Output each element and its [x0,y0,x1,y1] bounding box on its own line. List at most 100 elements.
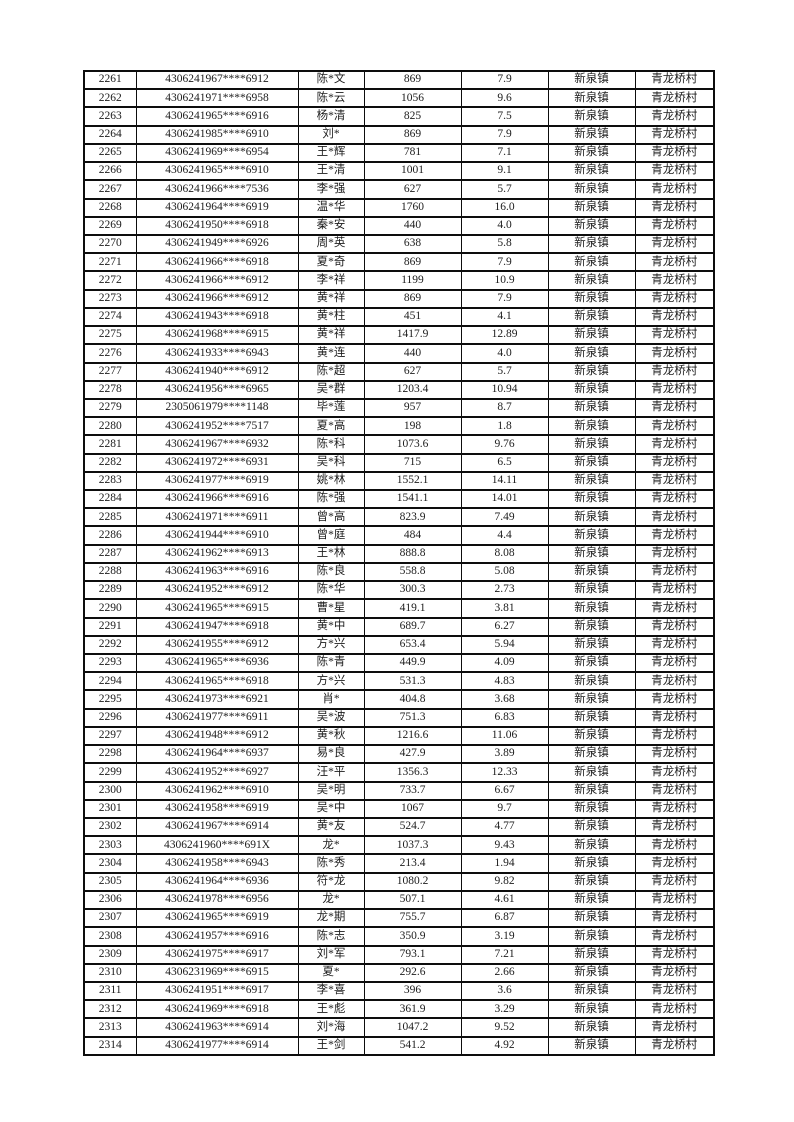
table-row: 2294 4306241965****6918 方*兴 531.3 4.83 新泉镇 青龙桥… [83,671,715,692]
cell-amount: 1067 [363,798,462,819]
cell-value: 7.9 [460,288,549,309]
cell-seq: 2294 [83,671,137,692]
cell-name: 李*强 [297,179,365,200]
cell-seq: 2281 [83,434,137,455]
cell-id: 4306241964****6919 [135,197,299,218]
cell-value: 6.27 [460,616,549,637]
cell-town: 新泉镇 [547,1017,636,1038]
cell-value: 7.9 [460,69,549,91]
cell-amount: 653.4 [363,634,462,656]
cell-village: 青龙桥村 [634,361,715,382]
cell-town: 新泉镇 [547,871,636,892]
cell-village: 青龙桥村 [634,744,715,765]
cell-village: 青龙桥村 [634,980,715,1002]
table-row: 2288 4306241963****6916 陈*良 558.8 5.08 新泉镇 青龙桥… [83,561,715,583]
cell-value: 4.0 [460,215,549,236]
cell-name: 黄*祥 [297,288,365,309]
table-row: 2262 4306241971****6958 陈*云 1056 9.6 新泉镇 青龙桥村 [83,88,715,109]
cell-seq: 2304 [83,853,137,874]
cell-amount: 198 [363,416,462,437]
cell-village: 青龙桥村 [634,908,715,929]
table-row: 2292 4306241955****6912 方*兴 653.4 5.94 新泉镇 青龙桥… [83,634,715,656]
cell-town: 新泉镇 [547,325,636,346]
table-row: 2293 4306241965****6936 陈*青 449.9 4.09 新泉镇 青龙桥… [83,652,715,674]
cell-name: 李*喜 [297,980,365,1002]
cell-town: 新泉镇 [547,780,636,801]
cell-town: 新泉镇 [547,142,636,164]
cell-amount: 524.7 [363,816,462,838]
cell-town: 新泉镇 [547,215,636,236]
cell-village: 青龙桥村 [634,652,715,674]
table-body: 2261 4306241967****6912 陈*文 869 7.9 新泉镇 青龙桥村 22… [83,69,715,1057]
cell-name: 陈*志 [297,926,365,947]
cell-village: 青龙桥村 [634,707,715,728]
cell-id: 4306241972****6931 [135,452,299,473]
cell-name: 方*兴 [297,671,365,692]
cell-id: 4306241971****6911 [135,507,299,528]
cell-id: 4306241951****6917 [135,980,299,1002]
cell-seq: 2297 [83,725,137,747]
cell-village: 青龙桥村 [634,999,715,1020]
table-row: 2269 4306241950****6918 秦*安 440 4.0 新泉镇 青龙桥村 [83,215,715,236]
cell-town: 新泉镇 [547,489,636,510]
cell-amount: 1541.1 [363,489,462,510]
table-row: 2307 4306241965****6919 龙*期 755.7 6.87 新泉镇 青龙桥… [83,908,715,929]
cell-name: 刘* [297,124,365,145]
cell-name: 姚*林 [297,470,365,492]
table-row: 2268 4306241964****6919 温*华 1760 16.0 新泉镇 青龙桥村 [83,197,715,218]
cell-name: 龙*期 [297,908,365,929]
table-row: 2284 4306241966****6916 陈*强 1541.1 14.01 新泉镇青… [83,489,715,510]
table-row: 2287 4306241962****6913 王*林 888.8 8.08 新泉镇 青龙桥… [83,543,715,564]
cell-value: 12.33 [460,762,549,783]
cell-id: 4306241952****6912 [135,580,299,601]
cell-seq: 2287 [83,543,137,564]
table-row: 2305 4306241964****6936 符*龙 1080.2 9.82 新泉镇 青龙… [83,871,715,892]
cell-amount: 869 [363,288,462,309]
cell-amount: 869 [363,124,462,145]
cell-amount: 627 [363,179,462,200]
cell-name: 毕*莲 [297,397,365,419]
table-row: 2266 4306241965****6910 王*清 1001 9.1 新泉镇 青龙桥村 [83,161,715,182]
cell-name: 吴*波 [297,707,365,728]
cell-id: 4306241965****6915 [135,598,299,619]
cell-town: 新泉镇 [547,288,636,309]
cell-value: 14.01 [460,489,549,510]
table-row: 2272 4306241966****6912 李*祥 1199 10.9 新泉镇 青龙桥村 [83,270,715,291]
cell-id: 4306241958****6943 [135,853,299,874]
cell-village: 青龙桥村 [634,88,715,109]
cell-town: 新泉镇 [547,561,636,583]
cell-village: 青龙桥村 [634,561,715,583]
table-row: 2271 4306241966****6918 夏*奇 869 7.9 新泉镇 青龙桥村 [83,252,715,273]
cell-seq: 2276 [83,343,137,364]
cell-value: 1.94 [460,853,549,874]
cell-seq: 2285 [83,507,137,528]
cell-amount: 440 [363,343,462,364]
cell-seq: 2314 [83,1035,137,1057]
cell-value: 9.82 [460,871,549,892]
cell-town: 新泉镇 [547,306,636,328]
cell-id: 4306241978****6956 [135,889,299,911]
cell-name: 曾*庭 [297,525,365,546]
cell-value: 8.7 [460,397,549,419]
table-row: 2285 4306241971****6911 曾*高 823.9 7.49 新泉镇 青龙桥… [83,507,715,528]
cell-name: 符*龙 [297,871,365,892]
cell-amount: 751.3 [363,707,462,728]
cell-name: 刘*军 [297,944,365,965]
cell-name: 吴*群 [297,379,365,400]
cell-value: 4.09 [460,652,549,674]
cell-town: 新泉镇 [547,980,636,1002]
cell-amount: 1417.9 [363,325,462,346]
cell-id: 4306241965****6936 [135,652,299,674]
cell-name: 肖* [297,689,365,710]
cell-id: 4306241944****6910 [135,525,299,546]
cell-seq: 2307 [83,908,137,929]
cell-value: 7.21 [460,944,549,965]
cell-value: 5.94 [460,634,549,656]
cell-town: 新泉镇 [547,69,636,91]
table-row: 2276 4306241933****6943 黄*连 440 4.0 新泉镇 青龙桥村 [83,343,715,364]
cell-town: 新泉镇 [547,689,636,710]
cell-seq: 2289 [83,580,137,601]
cell-town: 新泉镇 [547,543,636,564]
cell-id: 4306241963****6916 [135,561,299,583]
